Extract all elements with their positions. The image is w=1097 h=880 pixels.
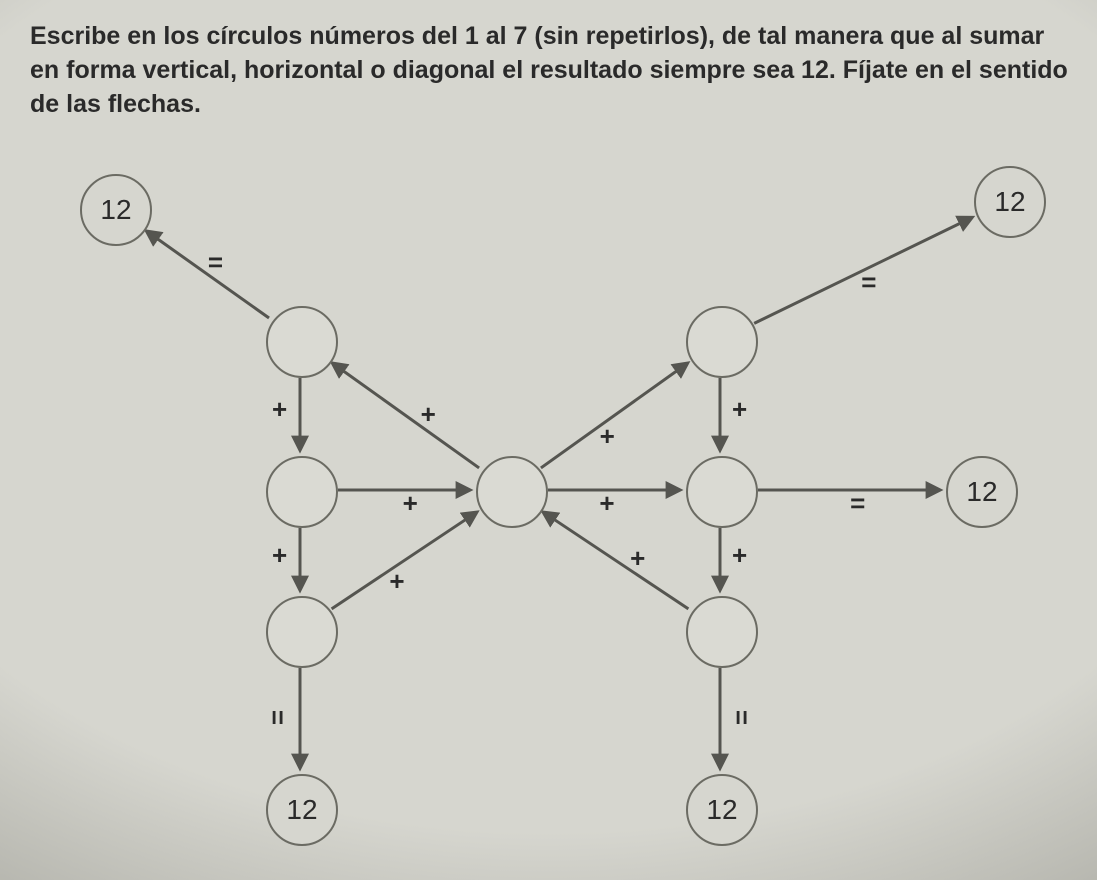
blank-circle-M[interactable] xyxy=(476,456,548,528)
blank-circle-A[interactable] xyxy=(266,306,338,378)
result-circle-BR: 12 xyxy=(686,774,758,846)
equals-label: = xyxy=(861,267,876,298)
blank-circle-E[interactable] xyxy=(686,456,758,528)
result-value: 12 xyxy=(966,476,997,508)
equals-label: = xyxy=(726,710,757,725)
blank-circle-D[interactable] xyxy=(686,306,758,378)
instruction-text: Escribe en los círculos números del 1 al… xyxy=(30,20,1070,121)
equals-label: = xyxy=(850,488,865,519)
plus-label: + xyxy=(599,488,614,519)
plus-label: + xyxy=(732,394,747,425)
arrow-M-to-A xyxy=(333,363,480,468)
plus-label: + xyxy=(421,399,436,430)
result-value: 12 xyxy=(994,186,1025,218)
result-value: 12 xyxy=(706,794,737,826)
plus-label: + xyxy=(272,540,287,571)
result-value: 12 xyxy=(100,194,131,226)
result-value: 12 xyxy=(286,794,317,826)
equals-label: = xyxy=(262,710,293,725)
plus-label: + xyxy=(630,543,645,574)
plus-label: + xyxy=(389,566,404,597)
result-circle-TR: 12 xyxy=(974,166,1046,238)
plus-label: + xyxy=(600,421,615,452)
plus-label: + xyxy=(732,540,747,571)
page-root: Escribe en los círculos números del 1 al… xyxy=(0,0,1097,880)
blank-circle-C[interactable] xyxy=(266,596,338,668)
plus-label: + xyxy=(403,488,418,519)
result-circle-TL: 12 xyxy=(80,174,152,246)
result-circle-BL: 12 xyxy=(266,774,338,846)
arrow-F-to-M xyxy=(543,512,688,609)
diagram-svg xyxy=(0,0,1097,880)
equals-label: = xyxy=(208,247,223,278)
plus-label: + xyxy=(272,394,287,425)
blank-circle-F[interactable] xyxy=(686,596,758,668)
blank-circle-B[interactable] xyxy=(266,456,338,528)
result-circle-R: 12 xyxy=(946,456,1018,528)
